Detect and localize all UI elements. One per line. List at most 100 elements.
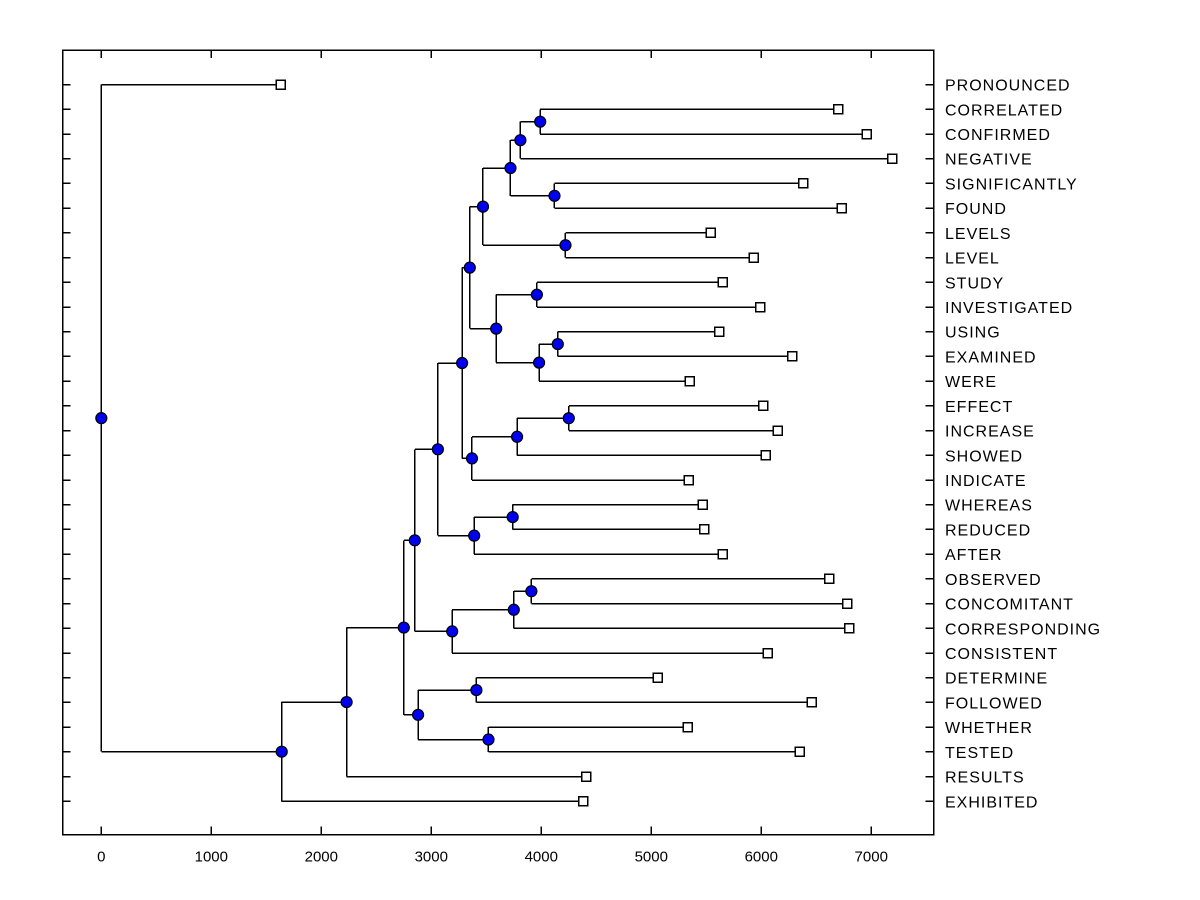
leaf-marker: [748, 252, 759, 263]
x-tick-label: 0: [97, 849, 105, 866]
leaf-label: EXHIBITED: [945, 794, 1038, 811]
leaf-label: USING: [945, 325, 1001, 342]
leaf-label: CORRELATED: [945, 102, 1063, 119]
leaf-marker: [581, 771, 592, 782]
leaf-marker: [705, 227, 716, 239]
leaf-label: WHEREAS: [945, 498, 1033, 515]
leaf-label: INCREASE: [945, 424, 1035, 441]
cluster-node-marker: [514, 134, 527, 147]
leaf-label: OBSERVED: [945, 572, 1042, 589]
leaf-label: CONCOMITANT: [945, 597, 1074, 614]
leaf-marker: [886, 153, 898, 164]
leaf-marker: [772, 425, 784, 436]
leaf-marker: [806, 697, 818, 708]
cluster-node-marker: [507, 603, 520, 616]
leaf-label: INVESTIGATED: [945, 300, 1073, 317]
cluster-node-marker: [463, 261, 476, 274]
leaf-marker: [762, 647, 774, 659]
leaf-marker: [717, 548, 729, 560]
cluster-node-marker: [510, 430, 524, 443]
leaf-marker: [683, 474, 694, 486]
leaf-label: EFFECT: [945, 399, 1013, 416]
leaf-marker: [861, 128, 873, 140]
leaf-marker: [684, 375, 696, 387]
leaf-marker: [754, 301, 766, 313]
leaf-label: RESULTS: [945, 770, 1025, 787]
cluster-node-marker: [506, 510, 519, 524]
leaf-label: CONSISTENT: [945, 646, 1058, 663]
leaf-label: NEGATIVE: [945, 152, 1033, 169]
x-tick-label: 4000: [525, 849, 558, 866]
leaf-marker: [841, 598, 853, 609]
leaf-marker: [836, 202, 847, 214]
leaf-label: FOLLOWED: [945, 695, 1043, 712]
cluster-node-marker: [411, 708, 425, 721]
leaf-marker: [652, 672, 664, 683]
leaf-label: SIGNIFICANTLY: [945, 176, 1078, 193]
cluster-node-marker: [559, 239, 572, 252]
leaf-marker: [786, 351, 798, 362]
cluster-node-marker: [476, 200, 490, 213]
leaf-label: EXAMINED: [945, 349, 1037, 366]
leaf-label: DETERMINE: [945, 671, 1048, 688]
cluster-node-marker: [504, 161, 517, 175]
cluster-node-marker: [431, 443, 444, 456]
cluster-node-marker: [455, 356, 469, 370]
cluster-node-marker: [562, 412, 575, 425]
leaf-label: STUDY: [945, 275, 1004, 292]
leaf-label: SHOWED: [945, 448, 1023, 465]
leaf-marker: [758, 400, 769, 412]
leaf-marker: [714, 326, 725, 337]
cluster-node-marker: [548, 189, 561, 202]
leaf-label: CONFIRMED: [945, 127, 1051, 144]
leaf-label: LEVELS: [945, 226, 1011, 243]
leaf-marker: [577, 796, 589, 807]
leaf-marker: [824, 573, 835, 585]
x-tick-label: 2000: [305, 849, 338, 866]
leaf-label: WERE: [945, 374, 997, 391]
cluster-node-marker: [408, 534, 421, 547]
cluster-node-marker: [470, 683, 483, 697]
leaf-marker: [843, 623, 855, 634]
cluster-node-marker: [532, 356, 546, 369]
x-tick-label: 3000: [415, 849, 448, 866]
leaf-label: INDICATE: [945, 473, 1026, 490]
leaf-label: FOUND: [945, 201, 1007, 218]
x-tick-label: 6000: [745, 849, 778, 866]
cluster-node-marker: [446, 625, 459, 638]
leaf-marker: [794, 746, 806, 758]
cluster-node-marker: [534, 115, 547, 128]
x-tick-label: 1000: [195, 849, 228, 866]
cluster-node-marker: [95, 412, 108, 425]
leaf-marker: [797, 178, 809, 189]
leaf-label: REDUCED: [945, 522, 1031, 539]
leaf-label: PRONOUNCED: [945, 78, 1071, 95]
leaf-marker: [682, 721, 693, 733]
cluster-node-marker: [275, 745, 288, 758]
cluster-node-marker: [468, 529, 481, 542]
cluster-node-marker: [465, 452, 479, 465]
cluster-node-marker: [490, 322, 503, 335]
leaf-marker: [275, 79, 286, 90]
leaf-marker: [698, 524, 710, 535]
leaf-label: AFTER: [945, 547, 1002, 564]
cluster-node-marker: [482, 733, 495, 746]
leaf-label: LEVEL: [945, 251, 1000, 268]
cluster-node-marker: [525, 585, 538, 598]
leaf-label: CORRESPONDING: [945, 621, 1101, 638]
leaf-marker: [832, 104, 844, 115]
x-tick-label: 7000: [855, 849, 888, 866]
leaf-marker: [717, 277, 729, 288]
cluster-node-marker: [397, 621, 410, 634]
leaf-label: WHETHER: [945, 720, 1033, 737]
plot-border: [61, 49, 935, 836]
leaf-marker: [697, 499, 709, 510]
leaf-label: TESTED: [945, 745, 1014, 762]
cluster-node-marker: [551, 337, 564, 351]
leaf-marker: [760, 450, 771, 461]
cluster-node-marker: [530, 288, 543, 301]
x-tick-label: 5000: [635, 849, 668, 866]
cluster-node-marker: [340, 695, 353, 709]
